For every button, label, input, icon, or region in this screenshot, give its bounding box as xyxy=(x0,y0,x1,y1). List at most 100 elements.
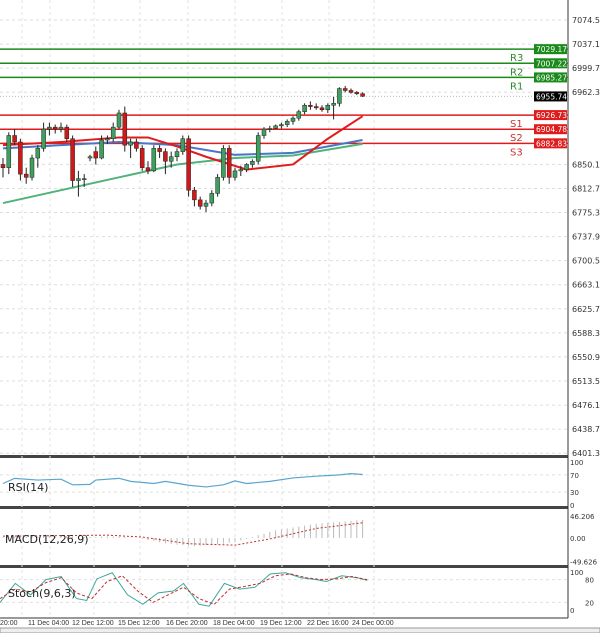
price-tick-label: 6588.30 xyxy=(572,329,600,338)
level-price-label: 6904.78 xyxy=(536,125,567,134)
time-label: 16 Dec 20:00 xyxy=(166,620,208,627)
price-tick-label: 6625.70 xyxy=(572,305,600,314)
rsi-label: RSI(14) xyxy=(8,481,48,494)
candle xyxy=(354,92,360,94)
price-tick-label: 6550.90 xyxy=(572,353,600,362)
candle xyxy=(360,93,365,97)
candle xyxy=(58,126,64,130)
candle xyxy=(284,121,290,125)
level-price-tag xyxy=(534,58,567,69)
ma-slow-line xyxy=(2,142,363,205)
level-name-s2: S2 xyxy=(510,133,523,144)
macd-tick-label: -49.626 xyxy=(570,559,598,567)
stoch-tick-label: 20 xyxy=(585,599,594,607)
candle xyxy=(163,151,168,162)
candle xyxy=(255,135,261,162)
candle xyxy=(215,177,220,194)
panel-separator xyxy=(0,455,568,458)
candle xyxy=(122,112,128,146)
candle xyxy=(6,135,12,168)
candle xyxy=(273,125,278,129)
stoch-d-line xyxy=(0,573,368,605)
price-tick-label: 7037.10 xyxy=(572,40,600,49)
time-label: 24 Dec 00:00 xyxy=(352,620,394,627)
candle xyxy=(186,138,191,191)
candle xyxy=(18,141,23,175)
candle xyxy=(116,112,122,128)
price-tick-label: 7074.50 xyxy=(572,16,600,25)
candle xyxy=(244,164,249,170)
candle xyxy=(279,124,284,127)
stoch-tick-label: 80 xyxy=(585,577,594,585)
level-price-tag xyxy=(534,44,567,55)
candle xyxy=(41,128,46,149)
price-tick-label: 6812.70 xyxy=(572,184,600,193)
level-price-tag xyxy=(534,110,567,121)
rsi-tick-label: 100 xyxy=(570,459,583,467)
candle xyxy=(35,148,41,159)
panel-separator xyxy=(0,506,568,509)
rsi-tick-label: 70 xyxy=(570,472,579,480)
level-price-label: 7007.22 xyxy=(536,59,567,68)
level-name-s3: S3 xyxy=(510,147,523,158)
candle xyxy=(319,107,325,111)
time-label: 18 Dec 04:00 xyxy=(213,620,255,627)
price-tick-label: 6999.70 xyxy=(572,64,600,73)
candle xyxy=(76,178,81,181)
price-tick-label: 6850.10 xyxy=(572,160,600,169)
candle xyxy=(70,138,75,181)
candle xyxy=(105,138,110,141)
time-label: 15 Dec 12:00 xyxy=(118,620,160,627)
level-price-label: 6985.27 xyxy=(536,73,567,82)
level-name-s1: S1 xyxy=(510,119,523,130)
level-price-tag xyxy=(534,72,567,83)
candle xyxy=(342,88,348,91)
ma-fast-line xyxy=(2,115,364,171)
candle xyxy=(180,138,186,152)
candle xyxy=(192,189,197,201)
level-price-label: 6926.73 xyxy=(536,111,567,120)
price-tick-label: 6700.50 xyxy=(572,257,600,266)
price-tick-label: 6401.30 xyxy=(572,449,600,458)
candle xyxy=(296,111,302,119)
stoch-tick-label: 100 xyxy=(570,569,583,577)
candle xyxy=(128,141,133,146)
candle xyxy=(331,103,336,106)
candle xyxy=(203,202,209,207)
macd-tick-label: 46.206 xyxy=(570,513,595,521)
candle xyxy=(99,139,104,159)
rsi-line xyxy=(2,473,363,488)
candle xyxy=(47,126,52,130)
stoch-tick-label: 0 xyxy=(570,607,574,615)
price-tick-label: 6476.10 xyxy=(572,401,600,410)
candle xyxy=(209,193,215,204)
ma-mid-line xyxy=(2,139,363,156)
level-price-tag xyxy=(534,138,567,149)
candle xyxy=(145,167,151,172)
candle xyxy=(157,148,162,152)
candle xyxy=(250,160,255,165)
price-tick-label: 6438.70 xyxy=(572,425,600,434)
current-price-tag xyxy=(534,91,567,102)
time-label: 19 Dec 12:00 xyxy=(260,620,302,627)
candle xyxy=(308,105,313,107)
candle xyxy=(29,157,35,178)
current-price-label: 6955.74 xyxy=(536,92,567,101)
candle xyxy=(337,88,342,104)
candle xyxy=(23,173,29,178)
candle xyxy=(87,156,93,159)
candle xyxy=(174,151,180,157)
level-name-r2: R2 xyxy=(510,67,523,78)
level-name-r3: R3 xyxy=(510,53,523,64)
level-price-tag xyxy=(534,124,567,135)
time-label: 22 Dec 16:00 xyxy=(307,620,349,627)
level-price-label: 7029.17 xyxy=(536,45,567,54)
price-tick-label: 6737.90 xyxy=(572,233,600,242)
macd-signal-line xyxy=(2,522,363,546)
candle xyxy=(221,148,226,178)
macd-tick-label: 0.00 xyxy=(570,535,586,543)
bottom-tab-strip xyxy=(0,627,600,633)
candle xyxy=(302,105,307,112)
candle xyxy=(168,156,174,162)
